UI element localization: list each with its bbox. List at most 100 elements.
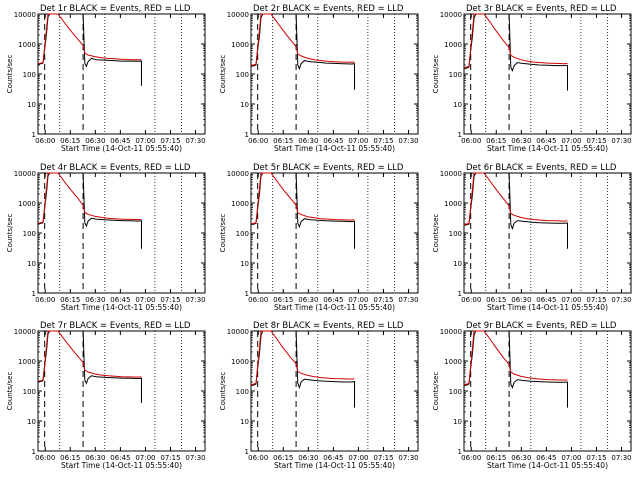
series-events-line (250, 13, 355, 90)
y-tick-label: 1000 (18, 41, 36, 49)
x-tick-label: 06:45 (110, 454, 130, 462)
series-events-line (463, 330, 568, 408)
panel-title: Det 3r BLACK = Events, RED = LLD (466, 4, 617, 14)
x-axis-label: Start Time (14-Oct-11 05:55:40) (61, 303, 182, 312)
x-tick-label: 07:15 (373, 296, 393, 304)
x-tick-label: 06:30 (85, 137, 105, 145)
y-tick-label: 100 (449, 230, 462, 238)
x-tick-label: 06:00 (248, 137, 268, 145)
series-lld-line (250, 13, 355, 67)
series-lld-line (463, 172, 568, 226)
y-tick-label: 100 (23, 71, 36, 79)
x-tick-label: 06:45 (110, 137, 130, 145)
x-tick-label: 06:45 (536, 296, 556, 304)
x-tick-label: 06:30 (85, 454, 105, 462)
y-tick-label: 10 (27, 260, 36, 268)
x-tick-label: 06:15 (486, 137, 506, 145)
x-tick-label: 07:15 (373, 137, 393, 145)
x-tick-label: 06:45 (110, 296, 130, 304)
x-tick-label: 06:00 (248, 454, 268, 462)
x-axis-label: Start Time (14-Oct-11 05:55:40) (487, 303, 608, 312)
x-tick-label: 06:00 (461, 296, 481, 304)
x-tick-label: 06:15 (273, 454, 293, 462)
x-tick-label: 06:30 (298, 296, 318, 304)
y-axis-label: Counts/sec (6, 372, 14, 411)
plot-frame (37, 13, 206, 135)
x-tick-label: 06:30 (511, 296, 531, 304)
series-lld-line (463, 13, 568, 69)
y-tick-label: 100 (236, 230, 249, 238)
x-tick-label: 07:00 (348, 137, 368, 145)
y-tick-label: 10 (240, 418, 249, 426)
series-lld-line (37, 172, 142, 224)
y-tick-label: 100 (236, 71, 249, 79)
panel-title: Det 7r BLACK = Events, RED = LLD (40, 321, 191, 331)
x-tick-label: 06:15 (60, 454, 80, 462)
series-lld-line (250, 172, 355, 225)
x-axis-label: Start Time (14-Oct-11 05:55:40) (487, 461, 608, 470)
y-axis-label: Counts/sec (6, 55, 14, 94)
x-tick-label: 07:15 (160, 296, 180, 304)
x-tick-label: 07:30 (398, 454, 418, 462)
y-tick-label: 1 (245, 448, 249, 456)
y-tick-label: 100 (449, 71, 462, 79)
x-tick-label: 06:45 (323, 454, 343, 462)
y-tick-label: 10000 (440, 170, 462, 178)
y-tick-label: 1000 (231, 200, 249, 208)
x-tick-label: 07:15 (160, 137, 180, 145)
series-events-line (463, 172, 568, 249)
panel-title: Det 5r BLACK = Events, RED = LLD (253, 163, 404, 173)
y-tick-label: 10000 (440, 328, 462, 336)
detector-panel-5: Det 5r BLACK = Events, RED = LLD 1 10 100 10… (219, 163, 419, 312)
panel-title: Det 2r BLACK = Events, RED = LLD (253, 4, 404, 14)
y-tick-label: 10 (27, 418, 36, 426)
x-tick-label: 06:00 (461, 137, 481, 145)
y-tick-label: 10 (240, 101, 249, 109)
y-tick-label: 1000 (231, 358, 249, 366)
plot-frame (463, 330, 632, 452)
y-tick-label: 10 (453, 101, 462, 109)
series-events-line (463, 13, 568, 91)
x-tick-label: 06:45 (323, 137, 343, 145)
x-tick-label: 07:00 (135, 137, 155, 145)
x-tick-label: 07:30 (398, 137, 418, 145)
series-events-line (37, 330, 142, 403)
detector-panel-7: Det 7r BLACK = Events, RED = LLD 1 10 100 10… (6, 321, 206, 470)
y-axis-label: Counts/sec (219, 55, 227, 94)
x-tick-label: 06:15 (486, 454, 506, 462)
x-tick-label: 07:00 (135, 296, 155, 304)
y-tick-label: 10 (240, 260, 249, 268)
x-axis-label: Start Time (14-Oct-11 05:55:40) (274, 303, 395, 312)
y-axis-label: Counts/sec (6, 214, 14, 253)
y-tick-label: 10000 (14, 170, 36, 178)
x-tick-label: 06:15 (273, 137, 293, 145)
x-tick-label: 07:00 (561, 454, 581, 462)
x-tick-label: 06:00 (461, 454, 481, 462)
y-tick-label: 1000 (18, 200, 36, 208)
y-axis-label: Counts/sec (432, 55, 440, 94)
y-tick-label: 1 (458, 131, 462, 139)
x-axis-label: Start Time (14-Oct-11 05:55:40) (487, 144, 608, 153)
series-events-line (37, 13, 142, 86)
x-tick-label: 06:30 (511, 137, 531, 145)
y-tick-label: 10 (453, 260, 462, 268)
y-tick-label: 1000 (18, 358, 36, 366)
y-tick-label: 1 (245, 290, 249, 298)
x-tick-label: 06:15 (60, 296, 80, 304)
x-tick-label: 06:15 (486, 296, 506, 304)
detector-panel-3: Det 3r BLACK = Events, RED = LLD 1 10 100 10… (432, 4, 632, 153)
x-tick-label: 06:15 (60, 137, 80, 145)
y-tick-label: 10000 (14, 11, 36, 19)
x-tick-label: 07:00 (348, 454, 368, 462)
x-tick-label: 06:30 (298, 454, 318, 462)
y-tick-label: 10000 (227, 170, 249, 178)
y-tick-label: 100 (23, 230, 36, 238)
x-tick-label: 06:45 (323, 296, 343, 304)
x-tick-label: 06:30 (511, 454, 531, 462)
y-tick-label: 1 (32, 448, 36, 456)
y-tick-label: 1 (458, 290, 462, 298)
y-axis-label: Counts/sec (219, 372, 227, 411)
plot-frame (250, 13, 419, 135)
x-tick-label: 06:45 (536, 454, 556, 462)
x-tick-label: 07:30 (185, 454, 205, 462)
